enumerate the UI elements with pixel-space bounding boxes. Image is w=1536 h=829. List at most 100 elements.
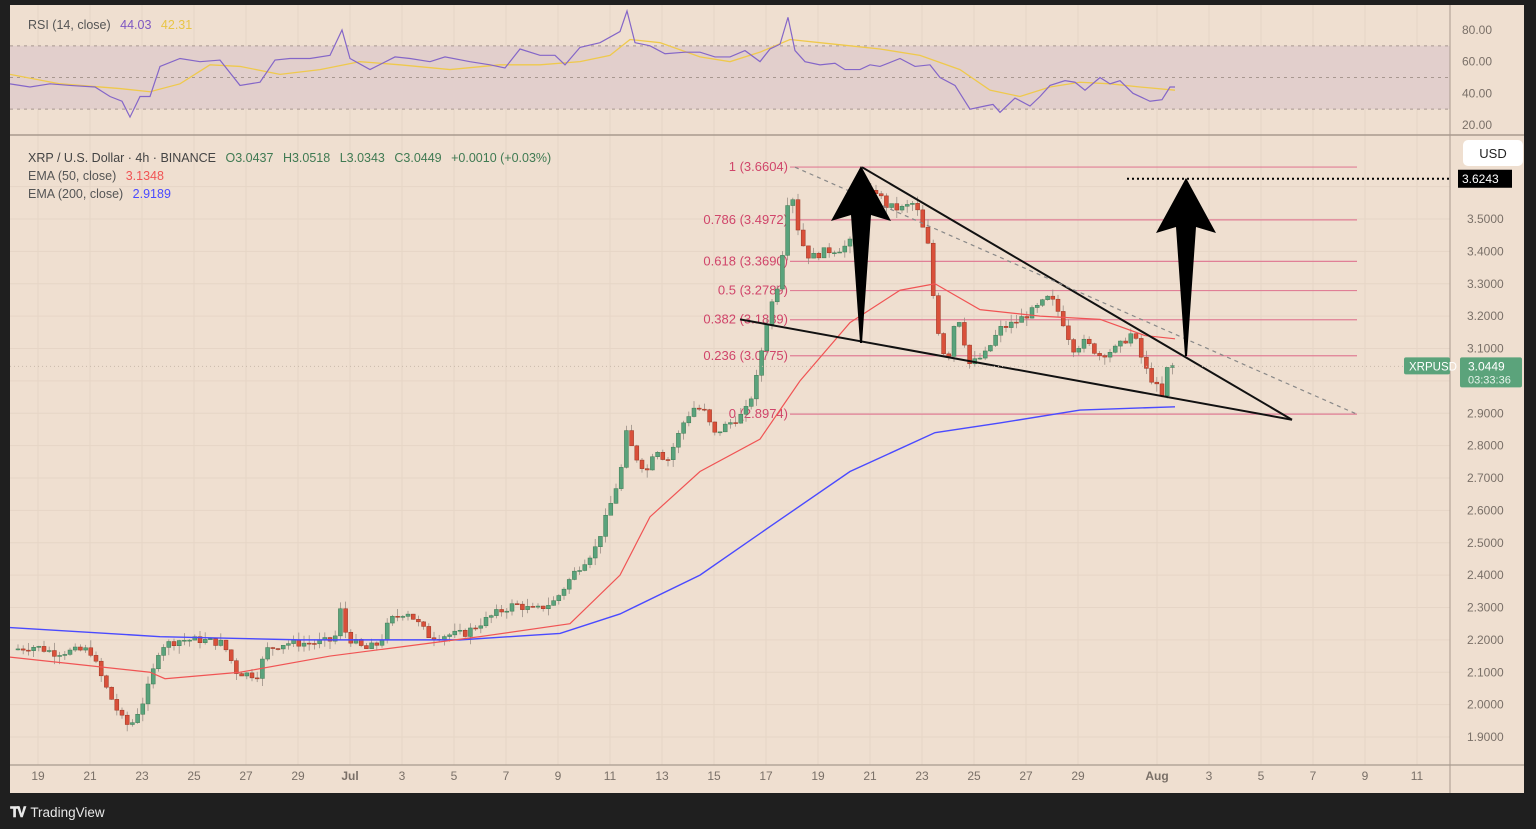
candle-up (208, 638, 213, 640)
candle-up (317, 639, 322, 645)
candle-up (790, 199, 796, 206)
rsi-legend: RSI (14, close) 44.03 42.31 (28, 18, 198, 32)
tradingview-logo-text: TradingView (30, 805, 105, 820)
ema50-label[interactable]: EMA (50, close) (28, 169, 117, 183)
chart-canvas[interactable]: 80.00 60.00 40.00 20.00 3.5000 3.4000 3.3000 3.… (10, 5, 1524, 793)
candle-down (1097, 353, 1102, 356)
candle-up (488, 615, 494, 618)
candle-up (509, 603, 515, 612)
candle-down (707, 409, 712, 423)
candle-down (462, 629, 468, 637)
candle-down (878, 193, 884, 197)
fib-level-label: 0.618 (3.3690) (703, 253, 788, 268)
candle-down (41, 646, 47, 652)
candle-up (1118, 340, 1123, 347)
candle-up (837, 251, 842, 254)
wedge-upper-trendline (861, 166, 1293, 421)
time-axis-label: 13 (655, 769, 669, 783)
candle-up (1034, 305, 1040, 308)
symbol-title[interactable]: XRP / U.S. Dollar · 4h · BINANCE (28, 151, 217, 165)
time-axis-label: 27 (1019, 769, 1033, 783)
time-axis-label: 23 (135, 769, 149, 783)
candle-up (728, 422, 733, 425)
candle-down (343, 608, 348, 633)
candle-up (504, 610, 510, 613)
candle-down (1133, 333, 1139, 339)
time-axis-label: 25 (967, 769, 981, 783)
time-axis-label: 21 (83, 769, 97, 783)
ema50-value: 3.1348 (125, 169, 164, 183)
time-axis-label: 11 (1411, 769, 1424, 783)
candle-down (894, 203, 900, 211)
candle-up (951, 326, 957, 357)
candle-down (795, 199, 801, 231)
candle-down (930, 242, 936, 296)
candle-up (166, 641, 172, 648)
price-axis-label: 1.9000 (1467, 730, 1504, 744)
price-axis-label: 2.5000 (1467, 536, 1504, 550)
candle-down (421, 621, 426, 627)
target-projection-arrow-icon (1156, 178, 1216, 356)
candle-up (494, 609, 499, 616)
candle-up (561, 588, 567, 596)
ema200-label[interactable]: EMA (200, close) (28, 187, 124, 201)
rsi-axis-label: 20.00 (1462, 118, 1492, 132)
price-change: +0.0010 (+0.03%) (451, 151, 552, 165)
time-axis-label: 7 (503, 769, 510, 783)
candle-up (1019, 316, 1024, 323)
candle-up (785, 205, 790, 256)
price-axis-label: 2.3000 (1467, 601, 1504, 615)
candle-down (98, 660, 104, 677)
candle-down (395, 616, 400, 618)
candle-down (1071, 339, 1076, 353)
candle-up (613, 488, 619, 504)
candle-up (618, 467, 624, 489)
candle-up (400, 616, 406, 618)
candle-down (119, 709, 125, 716)
candle-down (826, 247, 832, 254)
time-axis-label: Aug (1145, 769, 1168, 783)
candle-up (743, 406, 749, 415)
chart-frame: 80.00 60.00 40.00 20.00 3.5000 3.4000 3.3000 3.… (10, 5, 1524, 793)
candle-up (535, 605, 541, 608)
candle-up (832, 252, 837, 254)
candle-down (702, 408, 707, 411)
candle-up (847, 238, 853, 247)
time-axis-label: 23 (915, 769, 929, 783)
time-axis-label: 5 (1258, 769, 1265, 783)
candle-up (956, 322, 962, 327)
candle-up (608, 503, 614, 516)
candle-down (296, 639, 302, 647)
candle-down (223, 639, 229, 651)
candle-down (93, 655, 99, 662)
candle-down (1050, 295, 1056, 300)
candle-up (384, 622, 390, 641)
candle-down (1060, 311, 1066, 327)
price-axis-label: 2.6000 (1467, 503, 1504, 517)
price-axis-label: 2.0000 (1467, 698, 1504, 712)
currency-button[interactable]: USD (1463, 140, 1523, 166)
candle-down (962, 322, 967, 346)
fib-level-label: 1 (3.6604) (729, 159, 788, 174)
candle-down (171, 641, 177, 646)
candle-down (915, 203, 920, 211)
rsi-axis-label: 80.00 (1462, 23, 1492, 37)
candle-down (712, 421, 718, 433)
tradingview-logo[interactable]: 𝐓𝐕 TradingView (10, 804, 105, 821)
price-legend: XRP / U.S. Dollar · 4h · BINANCE O3.0437… (28, 149, 557, 203)
price-axis-label: 2.1000 (1467, 665, 1504, 679)
candle-up (556, 595, 562, 601)
candle-down (1154, 381, 1160, 385)
candle-down (239, 673, 244, 677)
candle-up (624, 430, 629, 468)
rsi-ma-value: 42.31 (160, 18, 193, 32)
candle-down (816, 252, 822, 259)
candle-up (811, 252, 816, 259)
candle-up (982, 350, 988, 359)
price-axis-label: 3.5000 (1467, 212, 1504, 226)
candle-down (1066, 325, 1071, 340)
candle-up (592, 546, 598, 559)
candle-down (78, 646, 83, 651)
candle-down (920, 209, 926, 228)
rsi-band (10, 45, 1450, 110)
